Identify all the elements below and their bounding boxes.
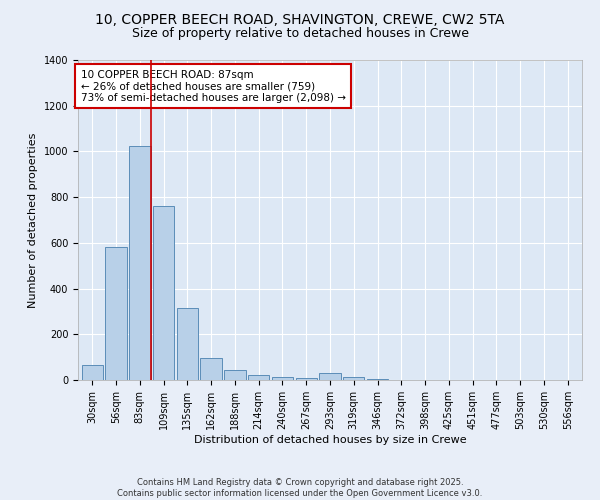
- Text: 10, COPPER BEECH ROAD, SHAVINGTON, CREWE, CW2 5TA: 10, COPPER BEECH ROAD, SHAVINGTON, CREWE…: [95, 12, 505, 26]
- Bar: [272, 376, 293, 380]
- Bar: [224, 370, 245, 380]
- Text: Size of property relative to detached houses in Crewe: Size of property relative to detached ho…: [131, 28, 469, 40]
- Bar: [296, 378, 317, 380]
- Bar: [248, 375, 269, 380]
- Bar: [153, 206, 174, 380]
- Text: 10 COPPER BEECH ROAD: 87sqm
← 26% of detached houses are smaller (759)
73% of se: 10 COPPER BEECH ROAD: 87sqm ← 26% of det…: [80, 70, 346, 103]
- Text: Contains HM Land Registry data © Crown copyright and database right 2025.
Contai: Contains HM Land Registry data © Crown c…: [118, 478, 482, 498]
- Bar: [343, 378, 364, 380]
- Bar: [319, 373, 341, 380]
- Bar: [82, 365, 103, 380]
- Bar: [367, 379, 388, 380]
- X-axis label: Distribution of detached houses by size in Crewe: Distribution of detached houses by size …: [194, 434, 466, 444]
- Bar: [106, 248, 127, 380]
- Bar: [200, 358, 222, 380]
- Y-axis label: Number of detached properties: Number of detached properties: [28, 132, 38, 308]
- Bar: [129, 146, 151, 380]
- Bar: [176, 308, 198, 380]
